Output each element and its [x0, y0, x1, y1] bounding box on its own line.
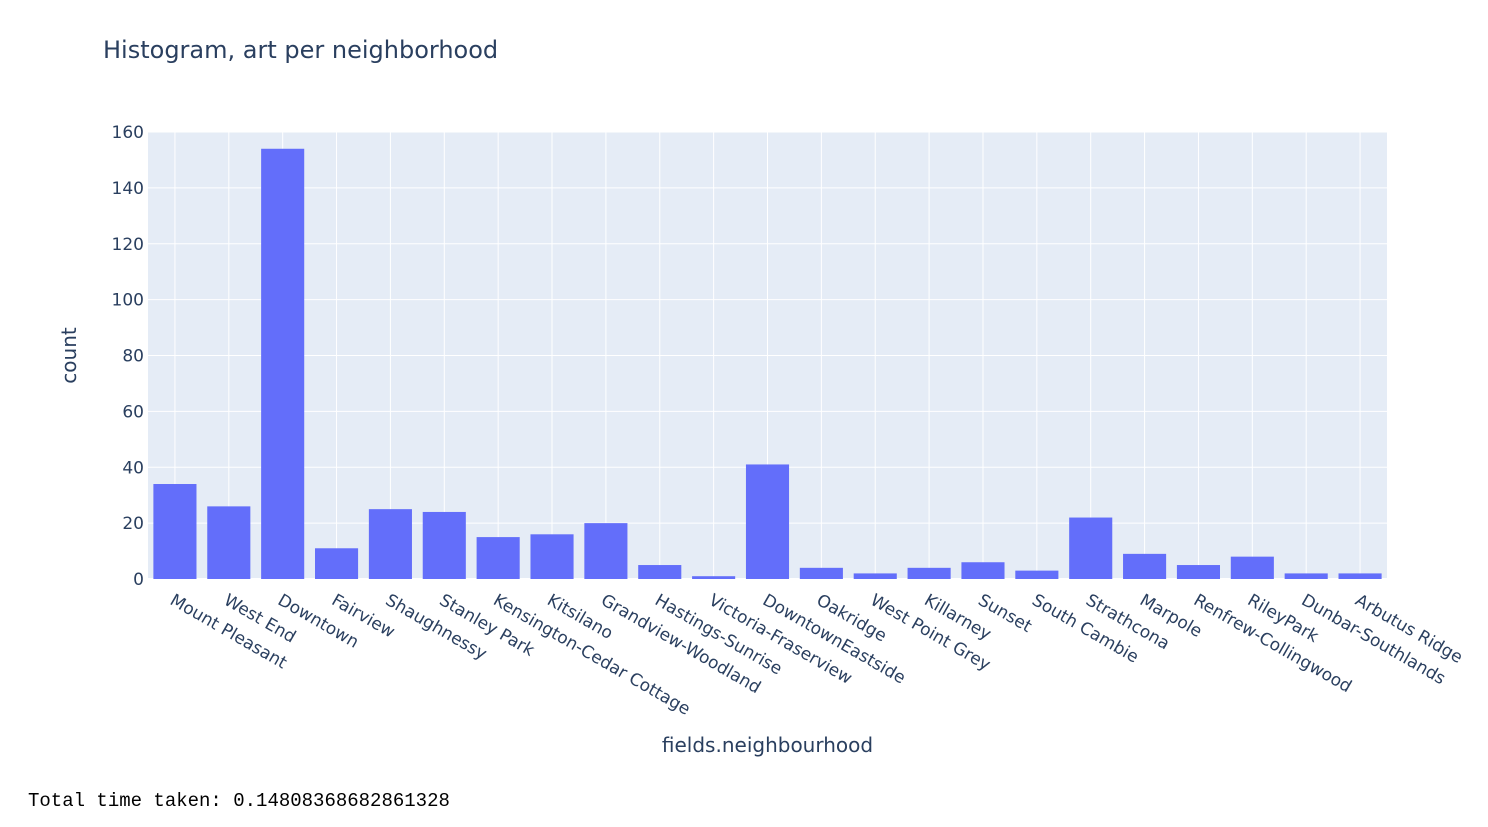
bar-sunset[interactable] — [961, 562, 1005, 579]
bar-mount-pleasant[interactable] — [153, 484, 197, 579]
bar-downtowneastside[interactable] — [745, 464, 790, 579]
bar-victoria-fraserview[interactable] — [692, 576, 736, 579]
bar-grandview-woodland[interactable] — [584, 523, 628, 579]
y-tick-label: 0 — [133, 570, 144, 590]
bar-strathcona[interactable] — [1069, 517, 1113, 579]
y-axis-ticks: 0 20 40 60 80 100 120 140 160 — [112, 123, 144, 590]
chart-title: Histogram, art per neighborhood — [103, 36, 498, 64]
bar-kitsilano[interactable] — [530, 534, 574, 579]
bar-shaughnessy[interactable] — [368, 509, 412, 579]
y-tick-label: 100 — [112, 291, 144, 311]
y-tick-label: 140 — [112, 179, 144, 199]
y-tick-label: 120 — [112, 235, 144, 255]
bar-hastings-sunrise[interactable] — [638, 565, 682, 579]
y-tick-label: 80 — [122, 347, 144, 367]
bar-south-cambie[interactable] — [1015, 570, 1059, 579]
bar-downtown[interactable] — [261, 148, 305, 579]
bars — [153, 148, 1382, 579]
y-tick-label: 160 — [112, 123, 144, 143]
timing-output: Total time taken: 0.14808368682861328 — [28, 790, 450, 812]
x-axis-title: fields.neighbourhood — [662, 733, 873, 757]
bar-west-end[interactable] — [207, 506, 251, 579]
bar-west-point-grey[interactable] — [853, 573, 897, 579]
bar-kensington-cedar-cottage[interactable] — [476, 537, 520, 579]
bar-rileypark[interactable] — [1230, 556, 1274, 579]
y-tick-label: 20 — [122, 514, 144, 534]
bar-stanley-park[interactable] — [422, 511, 466, 579]
y-tick-label: 40 — [122, 458, 144, 478]
bar-dunbar-southlands[interactable] — [1284, 573, 1328, 579]
bar-killarney[interactable] — [907, 567, 951, 579]
histogram-chart: Histogram, art per neighborhood 0 20 40 60 8… — [57, 36, 1466, 757]
y-axis-title: count — [57, 327, 81, 384]
bar-marpole[interactable] — [1123, 553, 1167, 579]
bar-fairview[interactable] — [314, 548, 359, 579]
y-tick-label: 60 — [122, 402, 144, 422]
bar-renfrew-collingwood[interactable] — [1176, 565, 1221, 579]
bar-oakridge[interactable] — [799, 567, 843, 579]
bar-arbutus-ridge[interactable] — [1338, 573, 1382, 579]
